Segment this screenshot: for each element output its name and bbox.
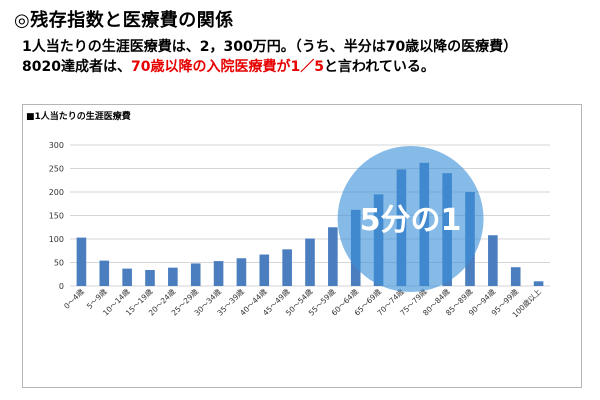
bar bbox=[190, 263, 201, 286]
chart-title: ■1人当たりの生涯医療費 bbox=[26, 112, 131, 122]
x-tick-label: 0～4歳 bbox=[61, 286, 86, 311]
y-tick-label: 150 bbox=[49, 212, 64, 221]
y-tick-label: 50 bbox=[54, 259, 64, 268]
bar bbox=[213, 261, 224, 286]
summary-line-2-prefix: 8020達成者は、 bbox=[22, 59, 131, 75]
summary-line-2-highlight: 70歳以降の入院医療費が1／5 bbox=[130, 59, 324, 75]
bar bbox=[236, 258, 247, 286]
y-tick-label: 200 bbox=[49, 188, 64, 197]
y-tick-label: 300 bbox=[49, 141, 64, 150]
bar bbox=[99, 260, 110, 286]
bar bbox=[122, 268, 132, 286]
summary-line-2-suffix: と言われている。 bbox=[323, 59, 435, 75]
y-tick-label: 0 bbox=[59, 282, 64, 291]
bar bbox=[510, 267, 521, 286]
summary-line-1: 1人当たりの生涯医療費は、2，300万円。（うち、半分は70歳以降の医療費） bbox=[22, 39, 518, 55]
bar bbox=[328, 227, 338, 286]
annotation-label: 5分の1 bbox=[360, 203, 462, 238]
page-title: ◎残存指数と医療費の関係 bbox=[14, 10, 234, 31]
bar bbox=[533, 281, 544, 286]
bar bbox=[259, 254, 270, 286]
y-tick-label: 100 bbox=[49, 235, 64, 244]
bar bbox=[488, 235, 498, 286]
highlight-circle bbox=[337, 146, 484, 292]
bar bbox=[145, 270, 155, 286]
bar bbox=[76, 237, 87, 286]
bar bbox=[282, 249, 292, 286]
bar bbox=[168, 267, 178, 286]
bar bbox=[305, 238, 315, 286]
summary-line-2: 8020達成者は、70歳以降の入院医療費が1／5と言われている。 bbox=[22, 56, 435, 76]
y-tick-label: 250 bbox=[49, 165, 64, 174]
